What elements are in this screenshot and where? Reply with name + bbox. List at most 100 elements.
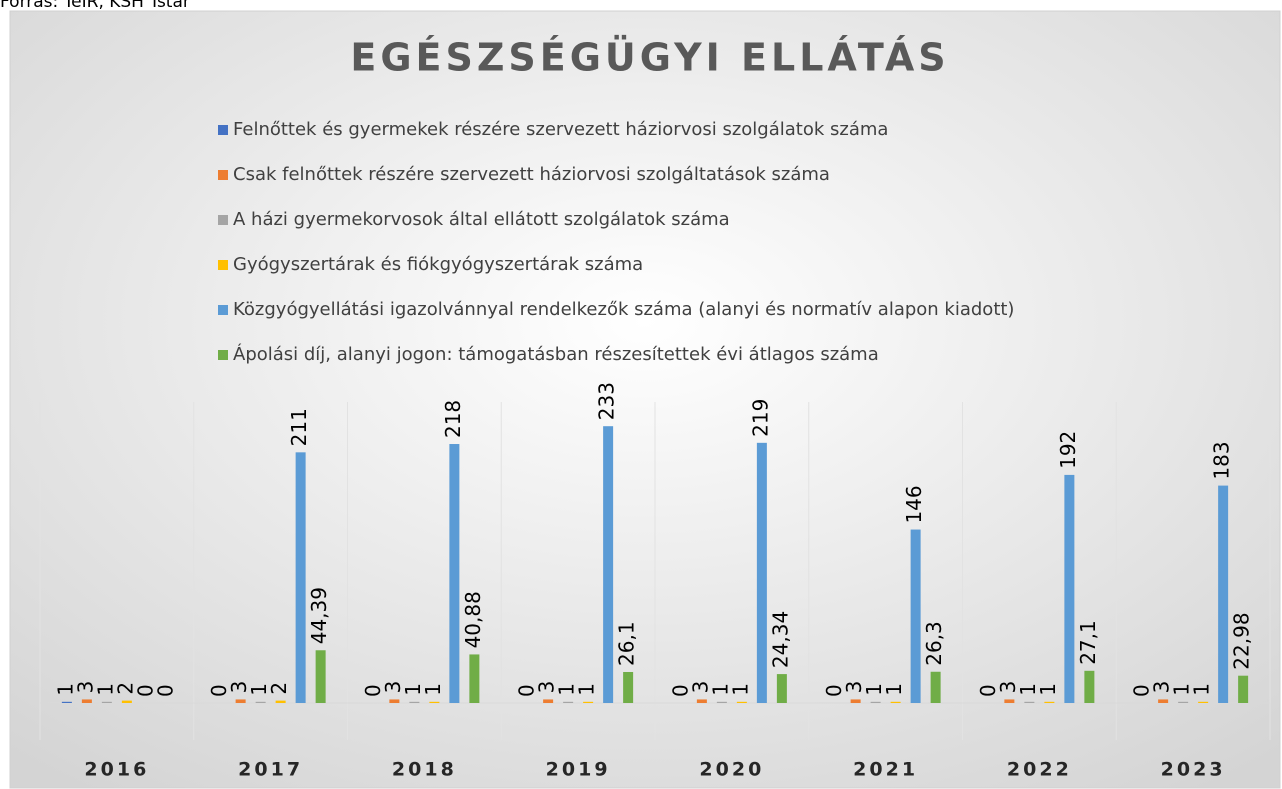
bar — [1178, 701, 1189, 703]
legend-swatch — [218, 170, 228, 180]
legend-label: Felnőttek és gyermekek részére szervezet… — [233, 119, 888, 140]
legend-label: Közgyógyellátási igazolvánnyal rendelkez… — [233, 299, 1014, 320]
bar — [275, 700, 286, 703]
bar — [1064, 474, 1075, 703]
data-label: 40,88 — [461, 591, 485, 648]
bar — [716, 701, 727, 703]
bar — [890, 701, 901, 703]
data-label: 1 — [1036, 683, 1060, 696]
data-label: 218 — [441, 400, 465, 438]
bar — [603, 426, 614, 703]
bar — [756, 442, 767, 703]
data-label: 1 — [728, 683, 752, 696]
x-tick-label: 2023 — [1161, 759, 1226, 781]
data-label: 26,3 — [922, 621, 946, 666]
data-label: 0 — [668, 684, 692, 697]
bar — [235, 699, 246, 703]
data-label: 219 — [748, 399, 772, 437]
data-label: 1 — [1170, 683, 1194, 696]
bar — [121, 700, 132, 703]
legend-label: A házi gyermekorvosok által ellátott szo… — [233, 209, 730, 230]
bar — [61, 701, 72, 703]
data-label: 0 — [822, 684, 846, 697]
bar — [1024, 701, 1035, 703]
data-label: 2 — [267, 682, 291, 695]
data-label: 192 — [1056, 431, 1080, 469]
data-label: 146 — [902, 485, 926, 523]
data-label: 1 — [1016, 683, 1040, 696]
bar — [850, 699, 861, 703]
data-label: 1 — [555, 683, 579, 696]
bar — [389, 699, 400, 703]
source-note: Forrás: TeIR, KSH Tstar — [0, 0, 190, 12]
bar — [930, 671, 941, 703]
data-label: 22,98 — [1230, 612, 1254, 669]
data-label: 0 — [153, 684, 177, 697]
bar — [469, 654, 480, 703]
legend-label: Csak felnőttek részére szervezett házior… — [233, 164, 830, 185]
data-label: 0 — [976, 684, 1000, 697]
data-label: 1 — [53, 683, 77, 696]
data-label: 44,39 — [307, 587, 331, 644]
data-label: 0 — [133, 684, 157, 697]
bar — [1238, 675, 1249, 703]
x-tick-label: 2017 — [238, 759, 303, 781]
data-label: 1 — [93, 683, 117, 696]
bar — [429, 701, 440, 703]
data-label: 0 — [515, 684, 539, 697]
data-label: 3 — [688, 681, 712, 694]
data-label: 1 — [421, 683, 445, 696]
bar — [449, 444, 460, 703]
bar — [583, 701, 594, 703]
data-label: 1 — [882, 683, 906, 696]
bar — [623, 671, 634, 703]
bar — [1198, 701, 1209, 703]
data-label: 2 — [113, 682, 137, 695]
x-tick-label: 2016 — [84, 759, 149, 781]
bar — [1218, 485, 1229, 703]
x-tick-label: 2020 — [699, 759, 764, 781]
data-label: 1 — [575, 683, 599, 696]
legend-swatch — [218, 350, 228, 360]
data-label: 1 — [1190, 683, 1214, 696]
data-label: 26,1 — [615, 621, 639, 666]
data-label: 1 — [862, 683, 886, 696]
legend-swatch — [218, 215, 228, 225]
x-tick-label: 2018 — [392, 759, 457, 781]
x-tick-label: 2019 — [546, 759, 611, 781]
data-label: 27,1 — [1076, 620, 1100, 665]
bar — [1158, 699, 1169, 703]
bar — [696, 699, 707, 703]
x-tick-label: 2022 — [1007, 759, 1072, 781]
bar — [101, 701, 112, 703]
bar — [409, 701, 420, 703]
data-label: 3 — [73, 681, 97, 694]
legend-swatch — [218, 305, 228, 315]
data-label: 3 — [996, 681, 1020, 694]
bar — [315, 650, 326, 703]
data-label: 1 — [708, 683, 732, 696]
chart-title: EGÉSZSÉGÜGYI ELLÁTÁS — [350, 36, 949, 80]
data-label: 3 — [381, 681, 405, 694]
bar — [910, 529, 921, 703]
data-label: 3 — [1150, 681, 1174, 694]
bar — [1084, 670, 1095, 703]
bar — [543, 699, 554, 703]
data-label: 3 — [535, 681, 559, 694]
data-label: 24,34 — [768, 611, 792, 668]
data-label: 233 — [595, 382, 619, 420]
legend-swatch — [218, 260, 228, 270]
data-label: 0 — [361, 684, 385, 697]
legend-swatch — [218, 125, 228, 135]
bar — [736, 701, 747, 703]
bar — [1044, 701, 1055, 703]
legend-label: Gyógyszertárak és fiókgyógyszertárak szá… — [233, 254, 643, 275]
data-label: 3 — [227, 681, 251, 694]
bar — [870, 701, 881, 703]
bar — [776, 674, 787, 703]
legend-label: Ápolási díj, alanyi jogon: támogatásban … — [233, 343, 879, 365]
data-label: 0 — [207, 684, 231, 697]
bar — [563, 701, 574, 703]
